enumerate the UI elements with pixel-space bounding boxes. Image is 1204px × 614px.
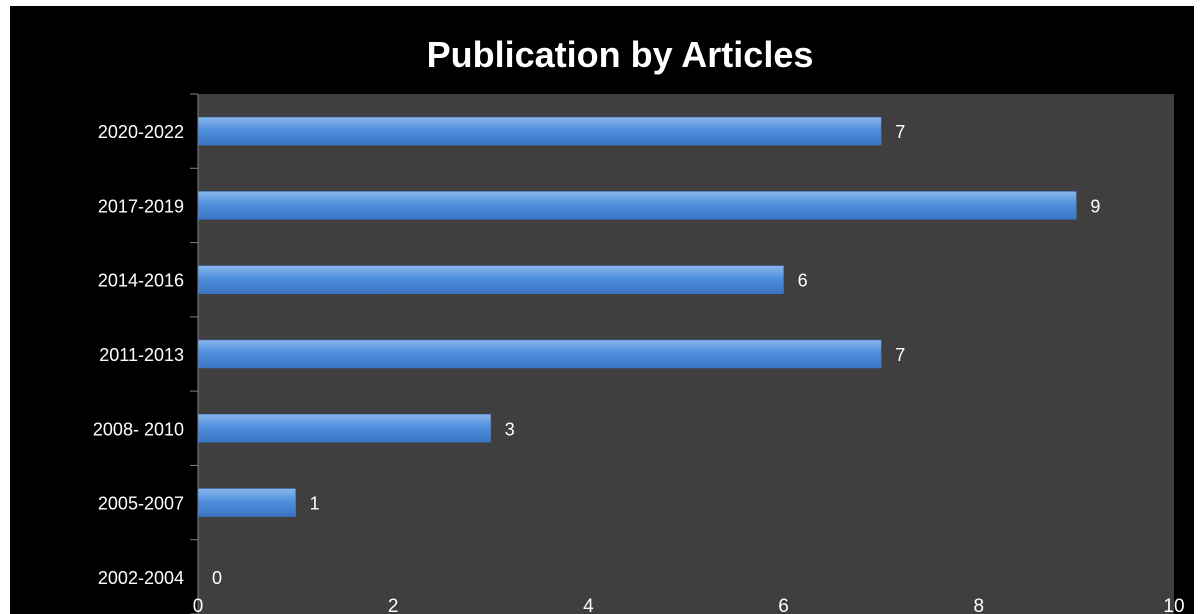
category-label: 2002-2004 <box>98 568 184 588</box>
bar-2014-2016 <box>197 265 784 294</box>
data-label: 9 <box>1090 196 1100 216</box>
data-label: 6 <box>798 271 808 291</box>
data-label: 7 <box>895 122 905 142</box>
bar-2005-2007 <box>197 488 296 517</box>
category-label: 2011-2013 <box>99 345 184 365</box>
x-tick-label: 10 <box>1163 596 1184 614</box>
bar-2017-2019 <box>197 191 1077 220</box>
bar-2008-2010 <box>197 414 492 443</box>
x-tick-label: 8 <box>974 596 985 614</box>
data-label: 1 <box>310 494 320 514</box>
bar-2020-2022 <box>197 116 882 146</box>
x-tick-label: 6 <box>778 596 789 614</box>
chart-title: Publication by Articles <box>427 34 814 75</box>
category-label: 2008- 2010 <box>93 419 184 439</box>
category-label: 2017-2019 <box>98 196 184 216</box>
x-tick-label: 4 <box>583 596 594 614</box>
data-label: 7 <box>895 345 905 365</box>
category-label: 2014-2016 <box>98 271 184 291</box>
data-label: 3 <box>505 419 515 439</box>
category-label: 2005-2007 <box>98 494 184 514</box>
data-label: 0 <box>212 568 222 588</box>
x-tick-label: 0 <box>193 596 204 614</box>
x-tick-label: 2 <box>388 596 399 614</box>
category-label: 2020-2022 <box>98 122 184 142</box>
bar-2011-2013 <box>197 339 882 369</box>
